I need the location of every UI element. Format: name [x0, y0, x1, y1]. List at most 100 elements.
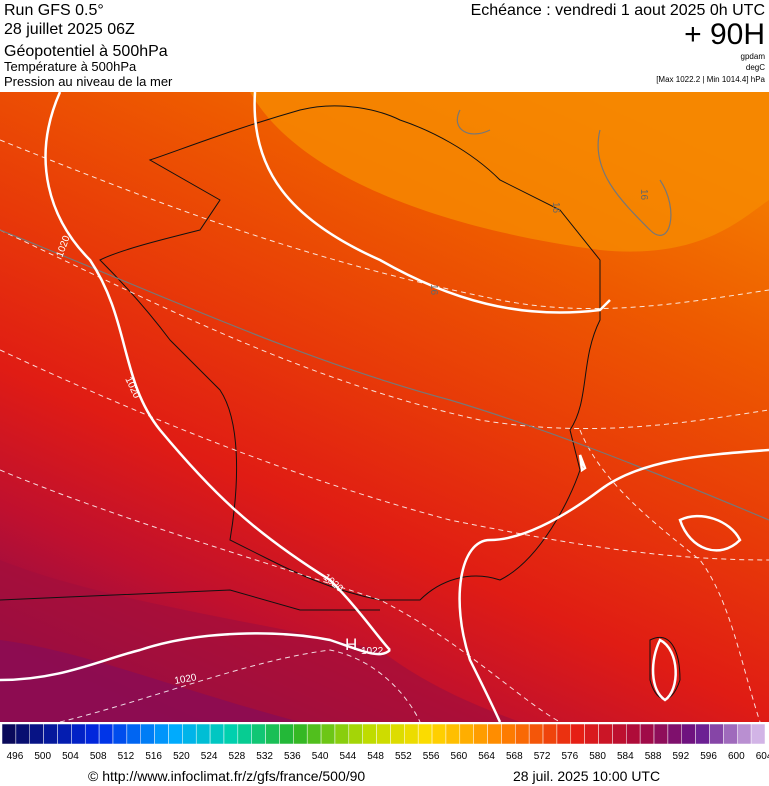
scale-label: 588 [645, 751, 662, 762]
color-swatch [390, 723, 405, 745]
map: 1020 1020 1020 1020 H 1022 16 16 16 [0, 92, 769, 722]
scale-label: 552 [395, 751, 412, 762]
color-swatch [279, 723, 294, 745]
scale-label: 592 [672, 751, 689, 762]
field-geopotential: Géopotentiel à 500hPa [4, 43, 168, 60]
temperature-isolines [0, 139, 769, 722]
geopotential-isoline [0, 229, 769, 521]
scale-label: 520 [173, 751, 190, 762]
color-swatch [43, 723, 58, 745]
color-swatch [265, 723, 280, 745]
color-swatch [29, 723, 44, 745]
coastlines [0, 105, 681, 700]
color-swatch [709, 723, 724, 745]
high-pressure-value: 1022 [361, 646, 384, 657]
scale-label: 516 [145, 751, 162, 762]
color-swatch [681, 723, 696, 745]
scale-label: 596 [700, 751, 717, 762]
scale-label: 564 [478, 751, 495, 762]
color-swatch [154, 723, 169, 745]
scale-label: 504 [62, 751, 79, 762]
color-swatch [404, 723, 419, 745]
scale-label: 560 [451, 751, 468, 762]
color-swatch [598, 723, 613, 745]
geopotential-label: 16 [428, 284, 439, 296]
color-swatch [223, 723, 239, 745]
unit-temperature: degC [746, 63, 765, 72]
color-swatch [126, 723, 141, 745]
color-swatch [84, 723, 100, 745]
color-swatch [71, 723, 86, 745]
scale-label: 536 [284, 751, 301, 762]
forecast-time: Echéance : vendredi 1 aout 2025 0h UTC [471, 2, 765, 19]
scale-label: 528 [229, 751, 246, 762]
scale-label: 572 [534, 751, 551, 762]
color-swatch [653, 723, 669, 745]
color-swatch [695, 723, 710, 745]
color-swatch [376, 723, 391, 745]
geopotential-label: 16 [550, 202, 561, 214]
color-swatch [182, 723, 197, 745]
run-label: Run GFS 0.5° [4, 2, 104, 19]
color-swatch [168, 723, 183, 745]
isobar-label: 1020 [174, 672, 198, 687]
color-swatch [556, 723, 572, 745]
color-swatch [306, 723, 322, 745]
scale-label: 524 [201, 751, 218, 762]
timestamp: 28 juil. 2025 10:00 UTC [513, 768, 660, 784]
color-swatch [140, 723, 155, 745]
color-swatch [195, 723, 211, 745]
scale-label: 496 [7, 751, 24, 762]
color-swatch [98, 723, 114, 745]
color-swatch [348, 723, 363, 745]
scale-label: 600 [728, 751, 745, 762]
scale-label: 544 [340, 751, 357, 762]
field-pressure: Pression au niveau de la mer [4, 74, 173, 89]
color-swatch [209, 723, 225, 745]
color-swatch [515, 723, 530, 745]
color-swatch [15, 723, 30, 745]
header: Run GFS 0.5° 28 juillet 2025 06Z Géopote… [4, 2, 766, 89]
forecast-range: + 90H [684, 18, 765, 51]
color-swatch [251, 723, 266, 745]
color-scale: 496 500 504 508 512 516 520 524 528 532 536 540 544 5… [1, 723, 769, 762]
color-swatch [417, 723, 433, 745]
color-swatch [362, 723, 377, 745]
scale-label: 580 [589, 751, 606, 762]
color-swatch [667, 723, 683, 745]
color-swatch [237, 723, 252, 745]
color-swatch [473, 723, 488, 745]
color-swatch [584, 723, 599, 745]
color-swatch [737, 723, 752, 745]
color-swatch [626, 723, 641, 745]
source-url: © http://www.infoclimat.fr/z/gfs/france/… [88, 768, 365, 784]
color-swatch [750, 723, 766, 745]
color-swatch [334, 723, 350, 745]
color-swatch [57, 723, 72, 745]
scale-label: 532 [256, 751, 273, 762]
color-swatch [320, 723, 336, 745]
scale-label: 568 [506, 751, 523, 762]
pressure-minmax: [Max 1022.2 | Min 1014.4] hPa [656, 75, 765, 84]
run-date: 28 juillet 2025 06Z [4, 21, 135, 38]
scale-label: 604 [756, 751, 769, 762]
color-swatch [723, 723, 738, 745]
scale-label: 500 [34, 751, 51, 762]
cold-core [0, 640, 300, 722]
color-swatch [293, 723, 308, 745]
color-swatch [570, 723, 585, 745]
color-swatch [1, 723, 17, 745]
color-swatch [612, 723, 627, 745]
scale-label: 512 [118, 751, 135, 762]
high-pressure-marker: H [345, 635, 357, 654]
color-swatch [431, 723, 447, 745]
color-swatch [445, 723, 461, 745]
color-swatch [487, 723, 502, 745]
geopotential-label: 16 [638, 189, 649, 201]
color-swatch [528, 723, 544, 745]
warm-band [250, 92, 769, 252]
field-temperature: Température à 500hPa [4, 59, 137, 74]
scale-label: 548 [367, 751, 384, 762]
color-swatch [112, 723, 128, 745]
